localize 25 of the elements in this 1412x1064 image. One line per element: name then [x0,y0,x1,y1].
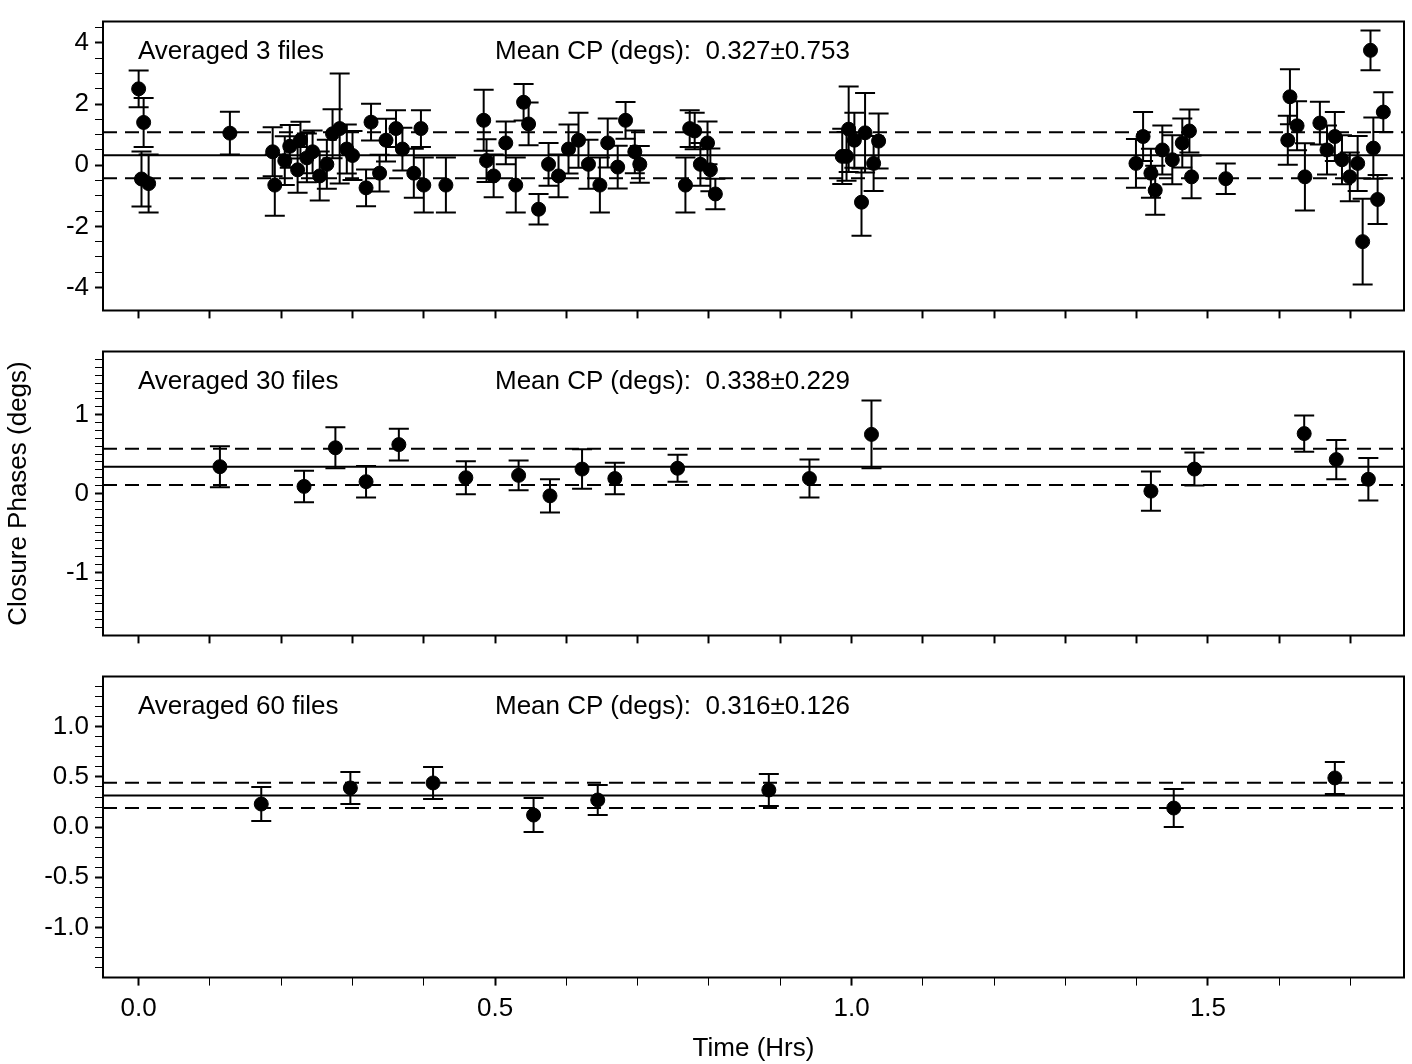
x-axis-title: Time (Hrs) [692,1031,815,1062]
annotation: Averaged 30 files [138,364,339,395]
y-tick-label: 0 [74,148,89,179]
y-axis-title: Closure Phases (degs) [1,361,32,626]
x-tick-label: 0.0 [120,992,157,1023]
y-tick-label: -1 [65,555,89,586]
y-tick-label: -2 [65,209,89,240]
x-tick-label: 0.5 [477,992,514,1023]
y-tick-label: -4 [65,270,89,301]
y-tick-label: 2 [74,87,89,118]
y-tick-label: 0.0 [52,810,89,841]
annotation: Averaged 3 files [138,34,324,65]
annotation: Mean CP (degs): 0.316±0.126 [495,689,850,720]
y-tick-label: -0.5 [44,860,89,891]
x-tick-label: 1.0 [833,992,870,1023]
y-tick-label: 0 [74,476,89,507]
y-tick-label: 1.0 [52,709,89,740]
y-tick-label: -1.0 [44,910,89,941]
annotation: Averaged 60 files [138,689,339,720]
y-tick-label: 0.5 [52,760,89,791]
y-tick-label: 4 [74,26,89,57]
y-tick-label: 1 [74,397,89,428]
x-tick-label: 1.5 [1189,992,1227,1023]
annotation: Mean CP (degs): 0.327±0.753 [495,34,850,65]
annotation: Mean CP (degs): 0.338±0.229 [495,364,850,395]
